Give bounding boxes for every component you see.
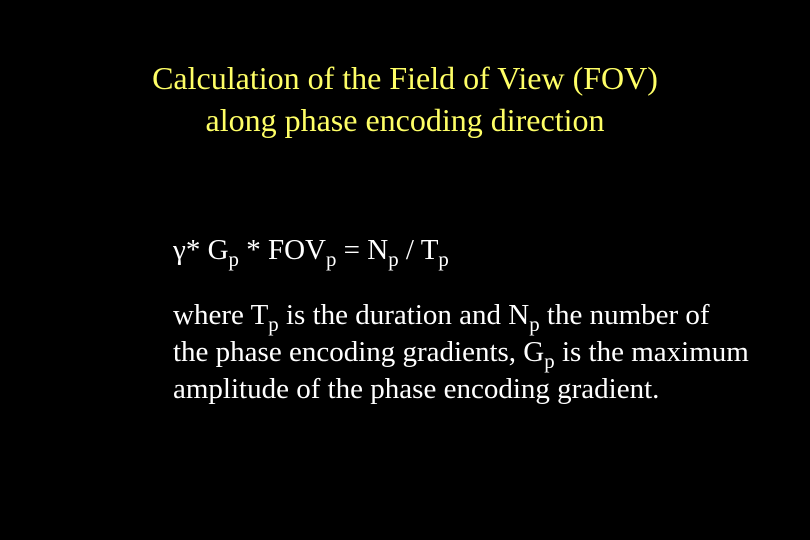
exp-s3: p xyxy=(544,349,554,373)
eq-part-4: / T xyxy=(399,234,439,266)
eq-sub-3: p xyxy=(388,247,398,271)
eq-part-3: = N xyxy=(336,234,388,266)
slide: Calculation of the Field of View (FOV) a… xyxy=(0,0,810,540)
eq-sub-2: p xyxy=(326,247,336,271)
eq-sub-4: p xyxy=(438,247,448,271)
eq-sub-1: p xyxy=(229,247,239,271)
equation-line: γ* Gp * FOVp = Np / Tp xyxy=(173,232,750,269)
slide-body: γ* Gp * FOVp = Np / Tp where Tp is the d… xyxy=(173,232,750,408)
slide-title: Calculation of the Field of View (FOV) a… xyxy=(0,58,810,141)
title-line-2: along phase encoding direction xyxy=(206,102,605,138)
explanation-text: where Tp is the duration and Np the numb… xyxy=(173,297,750,408)
exp-t2: is the duration and N xyxy=(279,299,529,331)
exp-t1: where T xyxy=(173,299,268,331)
eq-part-1: * G xyxy=(186,234,229,266)
exp-s2: p xyxy=(529,312,539,336)
eq-part-2: * FOV xyxy=(239,234,326,266)
gamma-symbol: γ xyxy=(173,234,186,266)
title-line-1: Calculation of the Field of View (FOV) xyxy=(152,60,658,96)
exp-s1: p xyxy=(268,312,278,336)
